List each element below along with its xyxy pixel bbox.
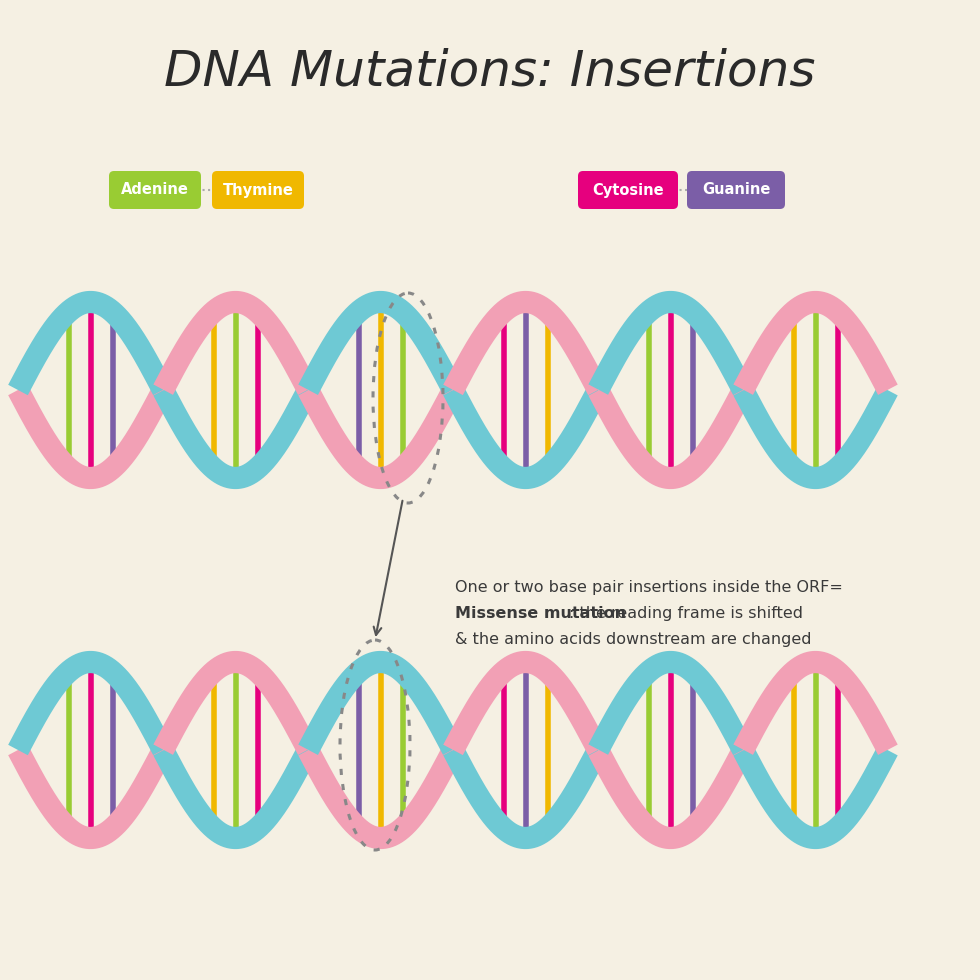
FancyBboxPatch shape — [687, 171, 785, 209]
Text: DNA Mutations: Insertions: DNA Mutations: Insertions — [165, 48, 815, 96]
FancyBboxPatch shape — [212, 171, 304, 209]
Text: One or two base pair insertions inside the ORF=: One or two base pair insertions inside t… — [455, 580, 843, 595]
Text: Guanine: Guanine — [702, 182, 770, 198]
Text: & the amino acids downstream are changed: & the amino acids downstream are changed — [455, 632, 811, 647]
FancyBboxPatch shape — [578, 171, 678, 209]
Text: : the reading frame is shifted: : the reading frame is shifted — [569, 606, 803, 621]
Text: Thymine: Thymine — [222, 182, 293, 198]
Text: Missense mutation: Missense mutation — [455, 606, 626, 621]
Text: Cytosine: Cytosine — [592, 182, 663, 198]
Text: Adenine: Adenine — [122, 182, 189, 198]
FancyBboxPatch shape — [109, 171, 201, 209]
